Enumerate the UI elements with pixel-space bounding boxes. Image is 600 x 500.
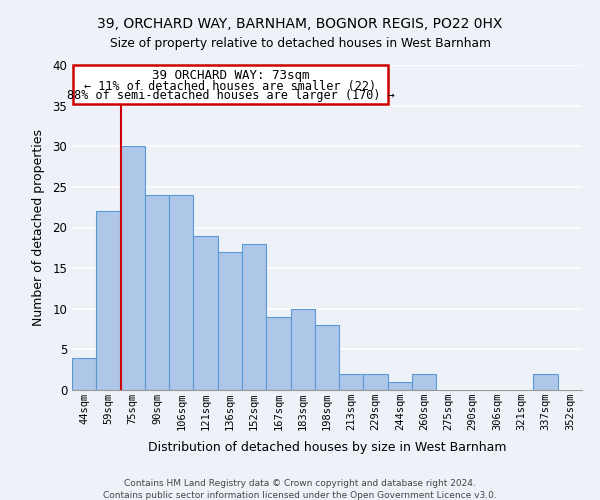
FancyBboxPatch shape: [73, 65, 388, 104]
Text: Contains public sector information licensed under the Open Government Licence v3: Contains public sector information licen…: [103, 491, 497, 500]
Y-axis label: Number of detached properties: Number of detached properties: [32, 129, 46, 326]
Text: Size of property relative to detached houses in West Barnham: Size of property relative to detached ho…: [110, 38, 491, 51]
Text: Contains HM Land Registry data © Crown copyright and database right 2024.: Contains HM Land Registry data © Crown c…: [124, 479, 476, 488]
Bar: [218, 252, 242, 390]
Bar: [96, 211, 121, 390]
Bar: [169, 195, 193, 390]
Bar: [121, 146, 145, 390]
Text: ← 11% of detached houses are smaller (22): ← 11% of detached houses are smaller (22…: [85, 80, 377, 92]
Text: 39, ORCHARD WAY, BARNHAM, BOGNOR REGIS, PO22 0HX: 39, ORCHARD WAY, BARNHAM, BOGNOR REGIS, …: [97, 18, 503, 32]
Bar: [364, 374, 388, 390]
Bar: [533, 374, 558, 390]
Bar: [72, 358, 96, 390]
Bar: [242, 244, 266, 390]
Bar: [339, 374, 364, 390]
Text: 39 ORCHARD WAY: 73sqm: 39 ORCHARD WAY: 73sqm: [152, 69, 309, 82]
Bar: [412, 374, 436, 390]
X-axis label: Distribution of detached houses by size in West Barnham: Distribution of detached houses by size …: [148, 442, 506, 454]
Text: 88% of semi-detached houses are larger (170) →: 88% of semi-detached houses are larger (…: [67, 90, 394, 102]
Bar: [145, 195, 169, 390]
Bar: [315, 325, 339, 390]
Bar: [266, 317, 290, 390]
Bar: [290, 308, 315, 390]
Bar: [388, 382, 412, 390]
Bar: [193, 236, 218, 390]
